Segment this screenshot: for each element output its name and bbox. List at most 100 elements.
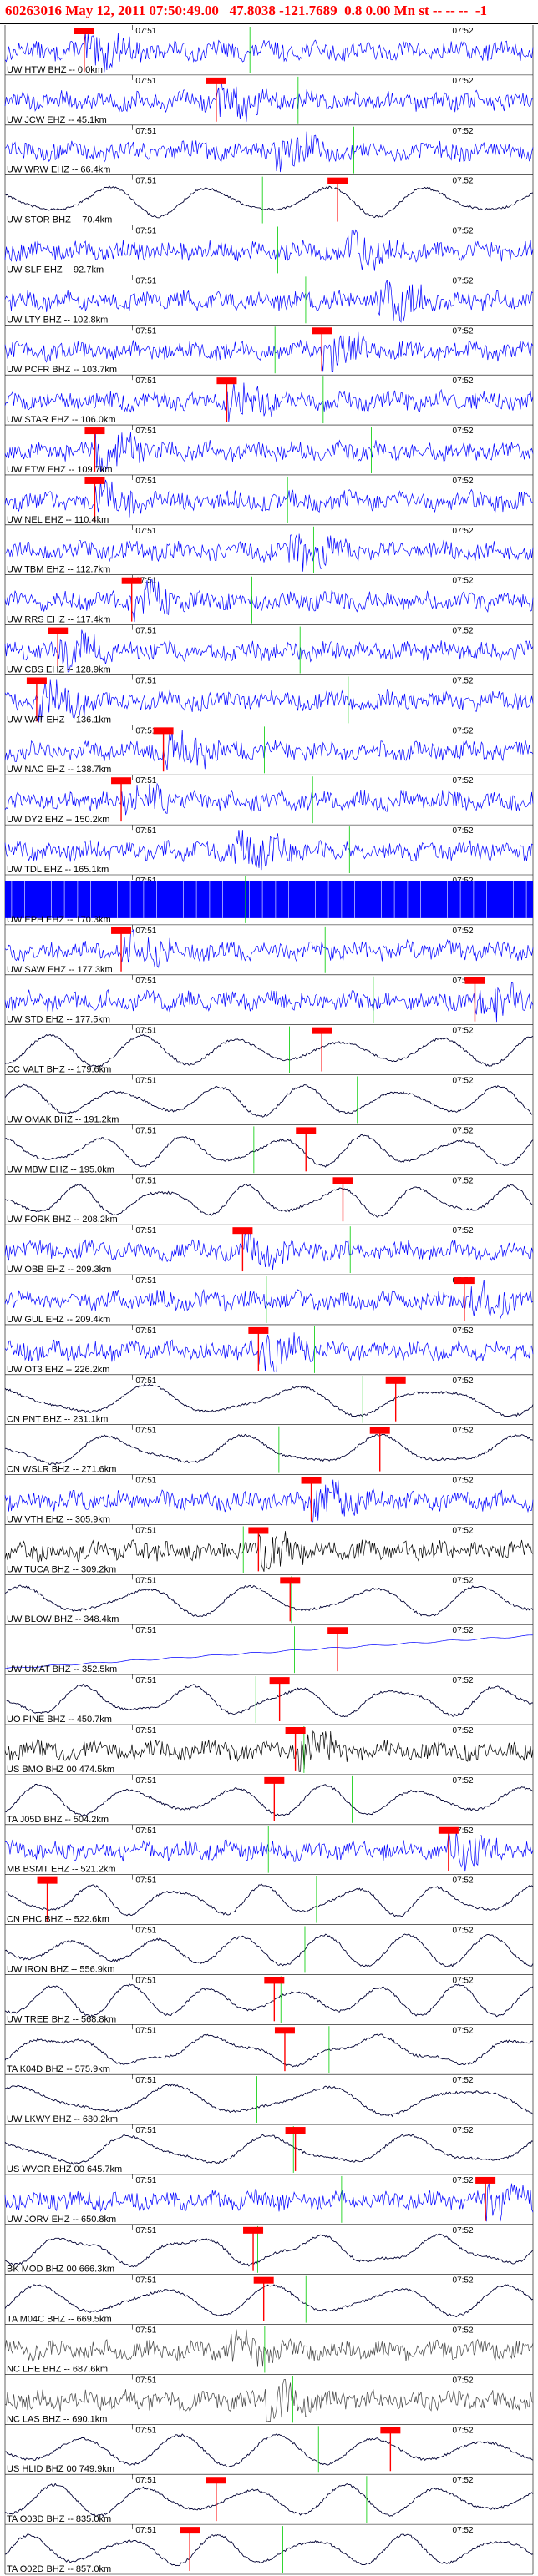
time-label: 07:52: [453, 1226, 474, 1235]
time-label: 07:51: [135, 726, 156, 735]
time-label: 07:51: [135, 77, 156, 86]
time-label: 07:52: [453, 1027, 474, 1036]
waveform: [4, 1634, 534, 1669]
pick-marker: [454, 1277, 475, 1285]
trace-row: 07:51 07:52 UW PCFR BHZ -- 103.7km: [4, 325, 534, 376]
trace-label: UW OMAK BHZ -- 191.2km: [7, 1114, 119, 1124]
time-label: 07:52: [453, 1077, 474, 1086]
trace-label: US HLID BHZ 00 749.9km: [7, 2464, 114, 2474]
trace-row: 07:51 07:52 UW NEL EHZ -- 110.4km: [4, 474, 534, 526]
trace-label: BK MOD BHZ 00 666.3km: [7, 2265, 114, 2275]
trace-row: 07:51 07:52 US BMO BHZ 00 474.5km: [4, 1725, 534, 1775]
trace-label: UO PINE BHZ -- 450.7km: [7, 1715, 112, 1725]
time-label: 07:52: [453, 1826, 474, 1836]
pick-marker: [327, 177, 348, 184]
trace-row: 07:51 07:52 UW EPH EHZ -- 170.3km: [4, 875, 534, 926]
trace-label: UW CBS EHZ -- 128.9km: [7, 664, 111, 674]
time-label: 07:52: [453, 326, 474, 336]
time-label: 07:52: [453, 2026, 474, 2035]
trace-label: UW STD EHZ -- 177.5km: [7, 1015, 110, 1025]
waveform: [4, 1332, 534, 1372]
pick-marker: [296, 1127, 317, 1134]
time-label: 07:51: [135, 977, 156, 986]
time-label: 07:52: [453, 2376, 474, 2385]
pick-marker: [111, 927, 132, 934]
time-label: 07:51: [135, 1776, 156, 1786]
trace-row: 07:51 07:52 UW FORK BHZ -- 208.2km: [4, 1174, 534, 1225]
time-label: 07:51: [135, 876, 156, 886]
trace-label: MB BSMT EHZ -- 521.2km: [7, 1865, 116, 1875]
time-label: 07:52: [453, 2226, 474, 2235]
pick-marker: [464, 977, 485, 984]
trace-row: 07:51 07:52 UW TBM EHZ -- 112.7km: [4, 524, 534, 576]
waveform: [4, 280, 534, 323]
time-label: 07:52: [453, 977, 474, 986]
pick-marker: [312, 1027, 332, 1034]
trace-row: 07:51 07:52 UW BLOW BHZ -- 348.4km: [4, 1574, 534, 1625]
trace-label: UW JCW EHZ -- 45.1km: [7, 115, 107, 125]
time-label: 07:52: [453, 2526, 474, 2535]
waveform: [4, 2233, 534, 2268]
waveform: [4, 928, 534, 968]
time-label: 07:52: [453, 2276, 474, 2286]
time-label: 07:52: [453, 427, 474, 436]
trace-row: 07:51 07:52 UW ETW EHZ -- 109.7km: [4, 425, 534, 476]
time-label: 07:52: [453, 2426, 474, 2435]
time-label: 07:51: [135, 1427, 156, 1436]
trace-row: 07:51 07:52 UW WAT EHZ -- 136.1km: [4, 674, 534, 725]
trace-row: 07:51 07:52 UW STAR EHZ -- 106.0km: [4, 375, 534, 426]
trace-row: 07:51 07:52 UO PINE BHZ -- 450.7km: [4, 1674, 534, 1725]
time-label: 07:51: [135, 2026, 156, 2035]
trace-label: UW RRS EHZ -- 117.4km: [7, 615, 110, 625]
waveform: [4, 382, 534, 422]
time-label: 07:52: [453, 1576, 474, 1585]
time-label: 07:51: [135, 1276, 156, 1285]
waveform: [4, 185, 534, 219]
trace-row: 07:51 07:52 UW CBS EHZ -- 128.9km: [4, 624, 534, 675]
time-label: 07:51: [135, 776, 156, 785]
pick-marker: [37, 1876, 58, 1884]
time-label: 07:51: [135, 1226, 156, 1235]
time-label: 07:51: [135, 177, 156, 186]
waveform: [4, 579, 534, 623]
time-label: 07:51: [135, 2326, 156, 2336]
time-label: 07:52: [453, 27, 474, 36]
time-label: 07:51: [135, 127, 156, 136]
trace-row: 07:51 07:52 UW RRS EHZ -- 117.4km: [4, 574, 534, 625]
waveform: [4, 1134, 534, 1168]
time-label: 07:52: [453, 1477, 474, 1486]
pick-marker: [206, 2477, 226, 2484]
trace-row: 07:51 07:52 NC LHE BHZ -- 687.6km: [4, 2324, 534, 2375]
trace-row: 07:51 07:52 TA M04C BHZ -- 669.5km: [4, 2274, 534, 2325]
waveform: [4, 1433, 534, 1466]
pick-marker: [26, 677, 47, 684]
waveform: [4, 131, 534, 173]
trace-label: UW OT3 EHZ -- 226.2km: [7, 1365, 109, 1375]
trace-row: 07:51 07:52 UW OMAK BHZ -- 191.2km: [4, 1074, 534, 1125]
waveform: [4, 533, 534, 572]
time-label: 07:51: [135, 27, 156, 36]
pick-marker: [264, 1977, 285, 1984]
time-label: 07:52: [453, 1626, 474, 1635]
time-label: 07:52: [453, 1326, 474, 1336]
waveform: [4, 1933, 534, 1967]
waveform: [4, 679, 534, 722]
pick-marker: [269, 1677, 290, 1685]
trace-label: UW UMAT BHZ -- 352.5km: [7, 1664, 117, 1674]
time-label: 07:52: [453, 1876, 474, 1886]
waveform: [4, 1383, 534, 1417]
time-label: 07:52: [453, 2326, 474, 2336]
time-label: 07:52: [453, 276, 474, 285]
time-label: 07:51: [135, 1526, 156, 1535]
time-label: 07:51: [135, 1176, 156, 1185]
trace-row: 07:51 07:52 NC LAS BHZ -- 690.1km: [4, 2374, 534, 2425]
trace-label: UW WAT EHZ -- 136.1km: [7, 715, 111, 725]
waveform: [4, 830, 534, 871]
time-label: 07:51: [135, 376, 156, 386]
trace-label: CN WSLR BHZ -- 271.6km: [7, 1465, 116, 1475]
pick-marker: [312, 327, 332, 335]
time-label: 07:51: [135, 1976, 156, 1985]
event-title: 60263016 May 12, 2011 07:50:49.00 47.803…: [5, 3, 487, 18]
time-label: 07:51: [135, 676, 156, 685]
